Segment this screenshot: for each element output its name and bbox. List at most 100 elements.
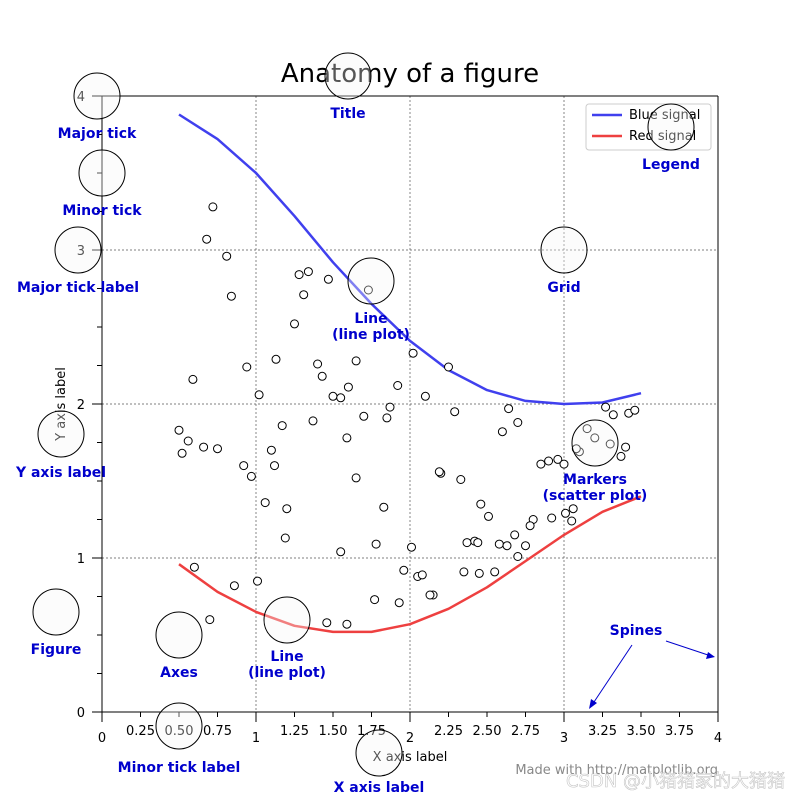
- y-major-tick-label: 3: [77, 244, 85, 259]
- scatter-point: [510, 530, 520, 540]
- scatter-point: [459, 567, 469, 577]
- y-major-tick-label: 1: [77, 552, 85, 567]
- scatter-point: [308, 416, 318, 426]
- scatter-point: [189, 562, 199, 572]
- spines-arrowhead-right: [706, 652, 715, 659]
- scatter-point: [208, 202, 218, 212]
- scatter-point: [408, 348, 418, 358]
- scatter-point: [582, 424, 592, 434]
- x-axis-label: X axis label: [373, 750, 448, 765]
- credit-text: Made with http://matplotlib.org: [515, 763, 718, 778]
- scatter-point: [239, 461, 249, 471]
- markers-annotation-label: (scatter plot): [543, 488, 648, 504]
- scatter-point: [425, 590, 435, 600]
- minor-tick-label-marker: [155, 702, 203, 750]
- y-axis-ticks: 0 1 2 3 4: [77, 90, 102, 721]
- scatter-point: [553, 454, 563, 464]
- scatter-point: [213, 444, 222, 454]
- grid-marker: [540, 226, 588, 274]
- scatter-point: [504, 404, 514, 414]
- scatter-point: [260, 498, 270, 508]
- scatter-point: [183, 436, 193, 446]
- scatter-point: [420, 391, 430, 401]
- scatter-point: [317, 371, 327, 381]
- scatter-point: [177, 448, 187, 458]
- watermark-text: CSDN @小猪猪家的大猪猪: [566, 771, 785, 792]
- scatter-point: [616, 451, 626, 461]
- scatter-point: [174, 425, 184, 435]
- scatter-point: [336, 393, 346, 403]
- scatter-point: [359, 411, 369, 421]
- spines-arrow-bottom: [591, 644, 633, 706]
- x-major-tick-label: 2: [406, 731, 414, 746]
- scatter-point: [502, 541, 512, 551]
- scatter-point: [521, 541, 530, 551]
- scatter-point: [476, 499, 486, 509]
- x-minor-tick-label: 0.50: [165, 724, 194, 739]
- scatter-point: [456, 475, 466, 484]
- scatter-point: [399, 565, 409, 575]
- x-minor-tick-label: 3.50: [627, 724, 656, 739]
- spines-annotation-label: Spines: [610, 623, 663, 639]
- scatter-point: [299, 290, 309, 300]
- figure-marker: [32, 588, 80, 636]
- grid: [102, 96, 718, 712]
- scatter-point: [379, 502, 389, 512]
- minor-tick-annotation-label: Minor tick: [62, 203, 142, 219]
- scatter-point: [351, 473, 361, 483]
- x-minor-tick-label: 3.25: [588, 724, 617, 739]
- major-tick-annotation-label: Major tick: [58, 126, 137, 142]
- y-major-tick-label: 2: [77, 398, 85, 413]
- scatter-point: [490, 567, 500, 577]
- scatter-point: [407, 542, 416, 552]
- scatter-point: [266, 445, 276, 455]
- scatter-point: [525, 521, 535, 531]
- scatter-point: [547, 513, 557, 523]
- scatter-point: [322, 618, 332, 628]
- x-major-tick-label: 0: [98, 731, 106, 746]
- scatter-point: [328, 391, 338, 401]
- scatter-point: [290, 319, 299, 329]
- line-plot-upper-annotation-label: (line plot): [332, 327, 410, 343]
- scatter-point: [484, 511, 493, 521]
- scatter-point: [590, 433, 600, 443]
- scatter-point: [205, 615, 215, 625]
- spines-arrowhead-bottom: [589, 699, 597, 709]
- scatter-point: [342, 433, 352, 443]
- major-tick-label-marker: [54, 226, 102, 274]
- line-series-blue: [178, 113, 642, 406]
- annotations: Major tick Minor tick Major tick label Titl…: [15, 52, 700, 796]
- line-plot-upper-marker: [347, 257, 395, 305]
- scatter-point: [271, 354, 281, 364]
- scatter-point: [342, 619, 352, 629]
- scatter-point: [323, 274, 333, 284]
- scatter-point: [253, 576, 262, 586]
- scatter-point: [536, 459, 546, 469]
- title-marker: [324, 52, 372, 100]
- scatter-point: [336, 547, 346, 557]
- scatter-point: [621, 442, 631, 452]
- scatter-point: [270, 461, 279, 471]
- scatter-point: [277, 421, 287, 431]
- scatter-point: [188, 374, 198, 384]
- spines-arrow-right: [665, 640, 712, 657]
- markers-annotation-label: Markers: [563, 472, 627, 488]
- minor-tick-marker: [78, 149, 126, 197]
- line-plot-lower-annotation-label: Line: [270, 649, 303, 665]
- scatter-point: [280, 533, 290, 543]
- scatter-point: [222, 251, 232, 261]
- scatter-point: [561, 508, 570, 518]
- legend-annotation-label: Legend: [642, 157, 700, 173]
- scatter-point: [385, 402, 395, 412]
- line-plot-lower-marker: [263, 596, 311, 644]
- scatter-point: [370, 595, 380, 605]
- scatter-plot: [174, 202, 640, 629]
- x-axis-label-annotation-label: X axis label: [334, 780, 425, 796]
- x-minor-tick-label: 2.75: [511, 724, 540, 739]
- x-minor-tick-label: 0.25: [126, 724, 155, 739]
- major-tick-marker: [73, 72, 121, 120]
- line-plot-lower-annotation-label: (line plot): [248, 665, 326, 681]
- scatter-point: [199, 442, 209, 452]
- scatter-point: [303, 267, 313, 277]
